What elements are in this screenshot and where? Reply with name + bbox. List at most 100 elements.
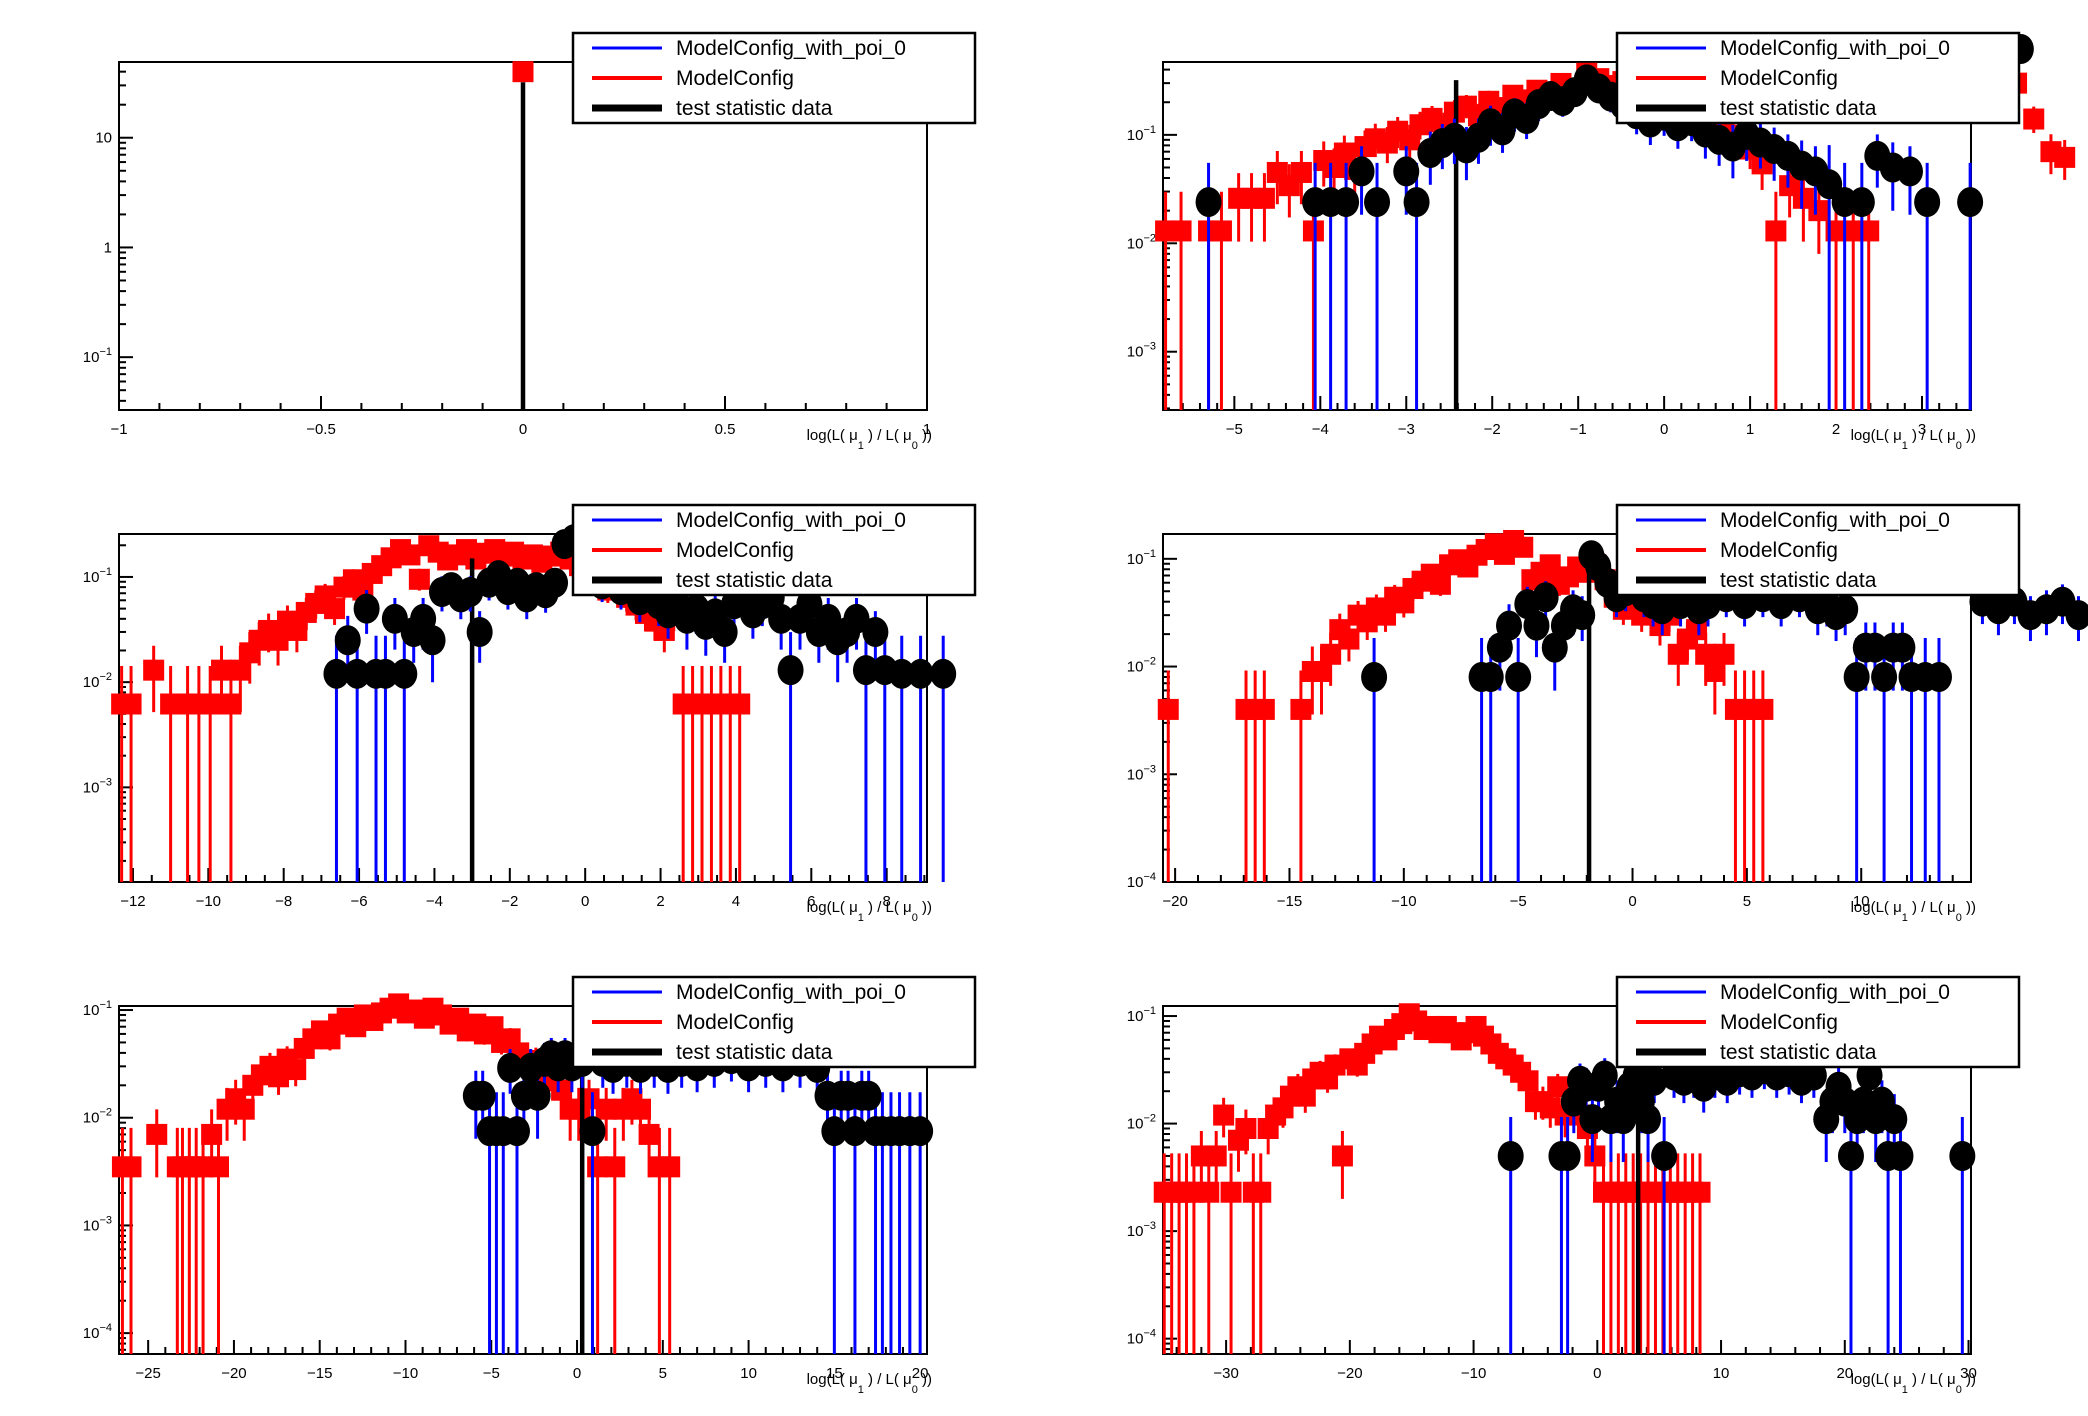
data-point-marker <box>399 544 421 566</box>
y-axis-ticks: 10−1 10−2 10−3 10−4 <box>1127 1005 1177 1351</box>
legend-label: ModelConfig_with_poi_0 <box>676 37 906 60</box>
data-point-marker <box>1651 1140 1678 1171</box>
x-tick-label: −15 <box>307 1365 332 1382</box>
legend-label: ModelConfig <box>1720 1011 1838 1034</box>
data-point-marker <box>1505 661 1532 692</box>
x-tick-label: −10 <box>1461 1365 1486 1382</box>
data-point-marker <box>229 659 251 681</box>
data-point-marker <box>1333 187 1360 218</box>
data-point-marker <box>1579 1104 1606 1135</box>
data-point-marker <box>207 1156 229 1178</box>
data-point-marker <box>1361 661 1388 692</box>
x-axis-title: log(L( μ1 ) / L( μ0 )) <box>1851 427 1976 452</box>
legend: ModelConfig_with_poi_0 ModelConfig test st… <box>1615 975 2021 1069</box>
data-point-marker <box>1704 660 1726 682</box>
data-point-marker <box>1294 1085 1316 1107</box>
data-point-marker <box>1170 220 1192 242</box>
data-point-marker <box>1290 698 1312 720</box>
data-point-marker <box>1896 156 1923 187</box>
x-tick-label: 1 <box>923 421 931 438</box>
data-point-marker <box>630 1098 652 1120</box>
x-tick-label: 10 <box>1853 893 1870 910</box>
data-point-marker <box>841 1116 868 1147</box>
data-point-marker <box>1871 661 1898 692</box>
x-tick-label: −5 <box>1226 421 1243 438</box>
x-tick-label: 6 <box>807 893 815 910</box>
plot-top-left: −1 −0.5 0 0.5 1 10 1 10−1 log(L( μ1 ) / L( μ0 ))… <box>83 31 977 452</box>
x-tick-label: 0.5 <box>715 421 736 438</box>
data-point-marker <box>466 616 493 647</box>
x-tick-label: −10 <box>393 1365 418 1382</box>
y-tick-label: 10−2 <box>1127 1113 1156 1133</box>
data-point-marker <box>1333 142 1355 164</box>
data-point-marker <box>267 629 289 651</box>
y-tick-label: 10 <box>95 130 112 147</box>
data-point-marker <box>524 1080 551 1111</box>
data-point-marker <box>1253 187 1275 209</box>
x-tick-label: −30 <box>1213 1365 1238 1382</box>
x-tick-label: −4 <box>1312 421 1329 438</box>
data-point-marker <box>579 1116 606 1147</box>
legend: ModelConfig_with_poi_0 ModelConfig test st… <box>1615 31 2021 125</box>
data-point-marker <box>1584 1145 1606 1167</box>
x-axis-ticks: −20 −15 −10 −5 0 5 10 <box>1162 868 1954 910</box>
legend-label: ModelConfig_with_poi_0 <box>1720 509 1950 532</box>
data-point-marker <box>1302 220 1324 242</box>
x-tick-label: −10 <box>196 893 221 910</box>
data-point-marker <box>1429 573 1451 595</box>
data-point-marker <box>1539 554 1561 576</box>
x-tick-label: 20 <box>1836 1365 1853 1382</box>
data-point-marker <box>143 659 165 681</box>
y-tick-label: 10−2 <box>1127 656 1156 676</box>
x-tick-label: −12 <box>120 893 145 910</box>
data-point-marker <box>1752 698 1774 720</box>
data-point-marker <box>852 655 879 686</box>
x-axis-title: log(L( μ1 ) / L( μ0 )) <box>807 899 932 924</box>
y-tick-label: 10−2 <box>1127 232 1156 252</box>
y-tick-label: 10−4 <box>83 1322 112 1342</box>
data-point-marker <box>201 1123 223 1145</box>
x-tick-label: −5 <box>1510 893 1527 910</box>
x-axis-title: log(L( μ1 ) / L( μ0 )) <box>1851 1371 1976 1396</box>
y-tick-label: 10−1 <box>83 999 112 1019</box>
data-point-marker <box>659 1156 681 1178</box>
data-point-marker <box>821 1116 848 1147</box>
y-tick-label: 10−3 <box>1127 763 1156 783</box>
legend: ModelConfig_with_poi_0 ModelConfig test st… <box>571 975 977 1069</box>
x-tick-label: −0.5 <box>306 421 336 438</box>
data-point-marker <box>1858 220 1880 242</box>
data-point-marker <box>1205 1145 1227 1167</box>
x-tick-label: −20 <box>1162 893 1187 910</box>
x-tick-label: 5 <box>1743 893 1751 910</box>
plot-bottom-left: −25 −20 −15 −10 −5 0 5 10 15 20 10−1 10−2 10−3 10−4 lo… <box>83 975 977 1396</box>
y-tick-label: 10−3 <box>1127 1220 1156 1240</box>
modelconfig-with-poi-0-series <box>462 1037 934 1354</box>
data-point-marker <box>469 1080 496 1111</box>
data-point-marker <box>907 1116 934 1147</box>
legend: ModelConfig_with_poi_0 ModelConfig test st… <box>1615 503 2021 597</box>
plot-top-right: −5 −4 −3 −2 −1 0 1 2 3 10−1 10−2 10−3 log(L( μ1 ) / … <box>1127 31 2076 452</box>
data-point-marker <box>286 619 308 641</box>
data-point-marker <box>1497 1140 1524 1171</box>
y-tick-label: 10−4 <box>1127 871 1156 891</box>
x-tick-label: 0 <box>1593 1365 1601 1382</box>
data-point-marker <box>1375 604 1397 626</box>
x-axis-title: log(L( μ1 ) / L( μ0 )) <box>807 427 932 452</box>
y-tick-label: 10−3 <box>83 776 112 796</box>
legend-label: test statistic data <box>1720 97 1877 120</box>
x-tick-label: −15 <box>1277 893 1302 910</box>
data-point-marker <box>855 1080 882 1111</box>
data-point-marker <box>843 603 870 634</box>
data-point-marker <box>1949 1140 1976 1171</box>
data-point-marker <box>1331 1145 1353 1167</box>
data-point-marker <box>334 625 361 656</box>
data-point-marker <box>1914 187 1941 218</box>
plot-bottom-right: −30 −20 −10 0 10 20 30 10−1 10−2 10−3 10−4 log(L( μ… <box>1127 975 2021 1396</box>
data-point-marker <box>1338 628 1360 650</box>
panel-bottom-left: −25 −20 −15 −10 −5 0 5 10 15 20 10−1 10−2 10−3 10−4 lo… <box>0 944 1044 1416</box>
data-point-marker <box>146 1123 168 1145</box>
data-point-marker <box>1250 1181 1272 1203</box>
panel-middle-right: −20 −15 −10 −5 0 5 10 10−1 10−2 10−3 10−4 log(L( μ1… <box>1044 472 2088 944</box>
x-tick-label: 10 <box>740 1365 757 1382</box>
